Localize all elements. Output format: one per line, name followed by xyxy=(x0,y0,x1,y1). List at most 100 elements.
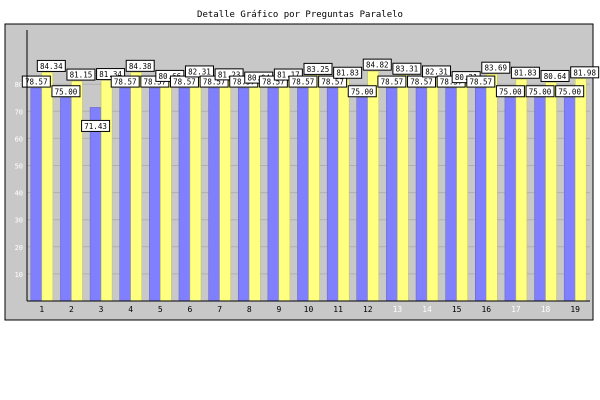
data-label: 78.57 xyxy=(144,78,167,87)
data-label: 81.15 xyxy=(70,71,93,80)
bar-series-a xyxy=(534,97,546,302)
bar-series-a xyxy=(60,97,72,302)
bar-series-b xyxy=(397,74,409,302)
bar-series-a xyxy=(563,97,576,302)
bar-series-b xyxy=(278,80,291,302)
data-label: 75.00 xyxy=(55,87,78,96)
data-label: 75.00 xyxy=(558,87,581,96)
bar-series-a xyxy=(297,87,309,302)
data-label-box xyxy=(169,75,199,88)
bar-series-a xyxy=(445,87,457,302)
data-label: 78.57 xyxy=(410,78,433,87)
data-label: 81.34 xyxy=(99,70,122,79)
y-tick-label: 80 xyxy=(15,81,23,89)
data-label: 78.57 xyxy=(25,78,48,87)
x-tick-label: 7 xyxy=(217,305,222,314)
x-tick-label: 17 xyxy=(511,305,521,314)
x-tick-label: 12 xyxy=(363,305,373,314)
x-tick-label: 6 xyxy=(188,305,193,314)
data-label-box xyxy=(392,62,422,75)
chart-title: Detalle Gráfico por Preguntas Paralelo xyxy=(197,10,403,20)
data-label: 75.00 xyxy=(351,87,374,96)
bar-series-b xyxy=(130,72,142,302)
data-label: 84.38 xyxy=(129,62,152,71)
data-label-box xyxy=(525,85,555,98)
data-label: 78.57 xyxy=(440,78,463,87)
data-label-box xyxy=(540,69,570,82)
bar-series-b xyxy=(308,75,320,302)
data-label-box xyxy=(377,75,407,88)
x-tick-label: 13 xyxy=(393,305,403,314)
data-label-box xyxy=(288,75,318,88)
data-label-box xyxy=(495,85,525,98)
data-label-box xyxy=(422,65,452,78)
data-label: 83.25 xyxy=(307,65,330,74)
data-label: 81.83 xyxy=(514,69,537,78)
x-tick-label: 2 xyxy=(69,305,74,314)
data-label: 78.57 xyxy=(173,78,196,87)
bar-series-a xyxy=(149,87,161,302)
x-tick-label: 4 xyxy=(128,305,133,314)
data-label: 82.31 xyxy=(425,67,448,76)
bar-series-a xyxy=(89,107,102,302)
bar-series-b xyxy=(41,72,54,302)
data-label: 78.57 xyxy=(262,78,285,87)
data-label-box xyxy=(81,119,111,132)
data-label: 83.31 xyxy=(396,65,419,74)
data-label-box xyxy=(273,68,303,81)
bar-series-a xyxy=(326,87,339,302)
data-label: 78.57 xyxy=(470,78,493,87)
bar-series-a xyxy=(237,87,250,302)
y-tick-label: 40 xyxy=(15,190,23,198)
data-label: 81.83 xyxy=(336,69,359,78)
data-label: 81.23 xyxy=(218,70,241,79)
data-label-box xyxy=(36,59,66,72)
data-label-box xyxy=(333,66,363,79)
data-label-box xyxy=(110,75,140,88)
data-label: 78.57 xyxy=(381,78,404,87)
data-label-box xyxy=(362,58,392,71)
y-tick-label: 50 xyxy=(15,163,23,171)
data-label: 75.00 xyxy=(499,87,522,96)
bar-series-b xyxy=(100,80,113,302)
data-label-box xyxy=(66,68,96,81)
x-tick-label: 19 xyxy=(570,305,580,314)
y-tick-label: 20 xyxy=(15,244,23,252)
data-label-box xyxy=(21,75,51,88)
bar-series-a xyxy=(356,97,369,302)
data-label-box xyxy=(466,75,496,88)
bar-series-b xyxy=(189,77,202,302)
bar-series-a xyxy=(267,87,280,302)
data-label: 84.82 xyxy=(366,61,389,70)
bar-series-a xyxy=(415,87,428,302)
y-tick-label: 60 xyxy=(15,135,23,143)
x-tick-label: 16 xyxy=(481,305,491,314)
bars xyxy=(30,70,587,302)
data-label: 78.57 xyxy=(114,78,137,87)
data-label: 82.31 xyxy=(188,67,211,76)
bar-series-b xyxy=(337,78,350,302)
x-tick-label: 8 xyxy=(247,305,252,314)
bar-series-b xyxy=(426,77,439,302)
data-label-box xyxy=(318,75,348,88)
data-label: 80.21 xyxy=(455,73,478,82)
y-tick-label: 70 xyxy=(15,108,23,116)
bar-series-a xyxy=(178,87,191,302)
data-label-box xyxy=(481,61,511,74)
data-label: 84.34 xyxy=(40,62,63,71)
data-label: 80.64 xyxy=(544,72,567,81)
bar-series-a xyxy=(119,87,131,302)
bar-series-a xyxy=(504,97,517,302)
x-tick-label: 18 xyxy=(541,305,551,314)
data-label-box xyxy=(51,85,81,98)
data-label: 81.17 xyxy=(277,71,300,80)
bar-series-b xyxy=(456,83,468,302)
y-tick-label: 30 xyxy=(15,217,23,225)
bar-series-a xyxy=(386,87,398,302)
x-tick-label: 10 xyxy=(304,305,314,314)
data-label-box xyxy=(510,66,540,79)
bar-series-b xyxy=(486,73,498,302)
data-label-box xyxy=(96,68,126,81)
y-tick-labels: 10 20 30 40 50 60 70 80 xyxy=(15,81,23,279)
